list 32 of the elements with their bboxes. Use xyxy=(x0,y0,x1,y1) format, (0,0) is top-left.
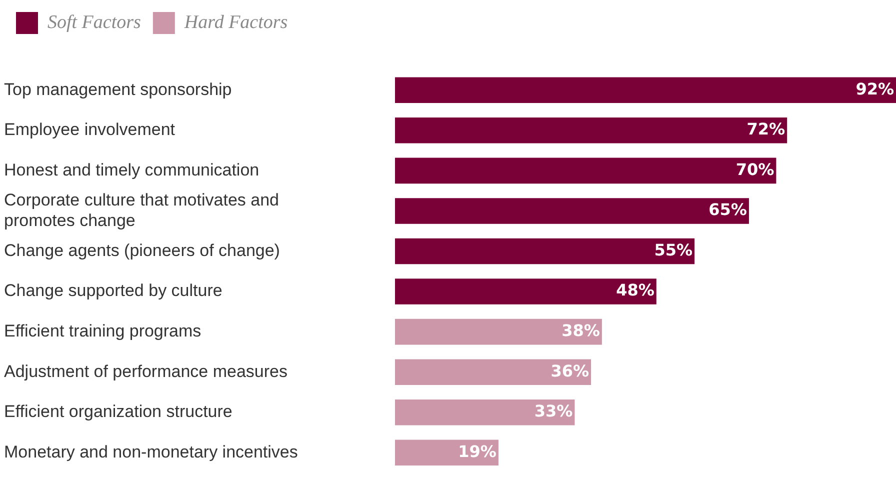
bar xyxy=(395,318,602,345)
bar xyxy=(395,359,592,385)
y-tick-label: Top management sponsorship xyxy=(4,80,232,99)
data-label: 72% xyxy=(746,120,786,139)
y-tick-label: Change supported by culture xyxy=(4,281,222,300)
data-label: 55% xyxy=(654,240,693,260)
data-label: 48% xyxy=(616,280,654,300)
y-tick-label: Honest and timely communication xyxy=(4,160,260,180)
legend-label: Hard Factors xyxy=(183,12,288,33)
bar xyxy=(395,278,656,304)
data-label: 65% xyxy=(708,200,747,220)
bar xyxy=(395,77,896,104)
data-label: 36% xyxy=(550,361,590,380)
data-label: 70% xyxy=(736,160,774,179)
data-label: 38% xyxy=(562,320,600,340)
bar xyxy=(395,158,776,184)
bar xyxy=(395,440,498,466)
data-label: 19% xyxy=(458,442,496,461)
y-tick-label: Employee involvement xyxy=(4,120,176,140)
y-tick-label: Monetary and non-monetary incentives xyxy=(4,442,298,462)
bar xyxy=(395,198,749,224)
bar xyxy=(395,238,695,264)
data-label: 33% xyxy=(534,402,573,421)
y-tick-label: Change agents (pioneers of change) xyxy=(4,240,280,260)
legend-label: Soft Factors xyxy=(48,12,141,33)
y-tick-label: Adjustment of performance measures xyxy=(4,362,288,381)
y-tick-label: Efficient training programs xyxy=(4,322,202,341)
y-tick-label: Corporate culture that motivates and promotes change xyxy=(4,190,279,230)
bar xyxy=(395,399,575,426)
data-label: 92% xyxy=(856,79,894,98)
bar xyxy=(395,118,788,144)
y-tick-label: Efficient organization structure xyxy=(4,402,232,422)
